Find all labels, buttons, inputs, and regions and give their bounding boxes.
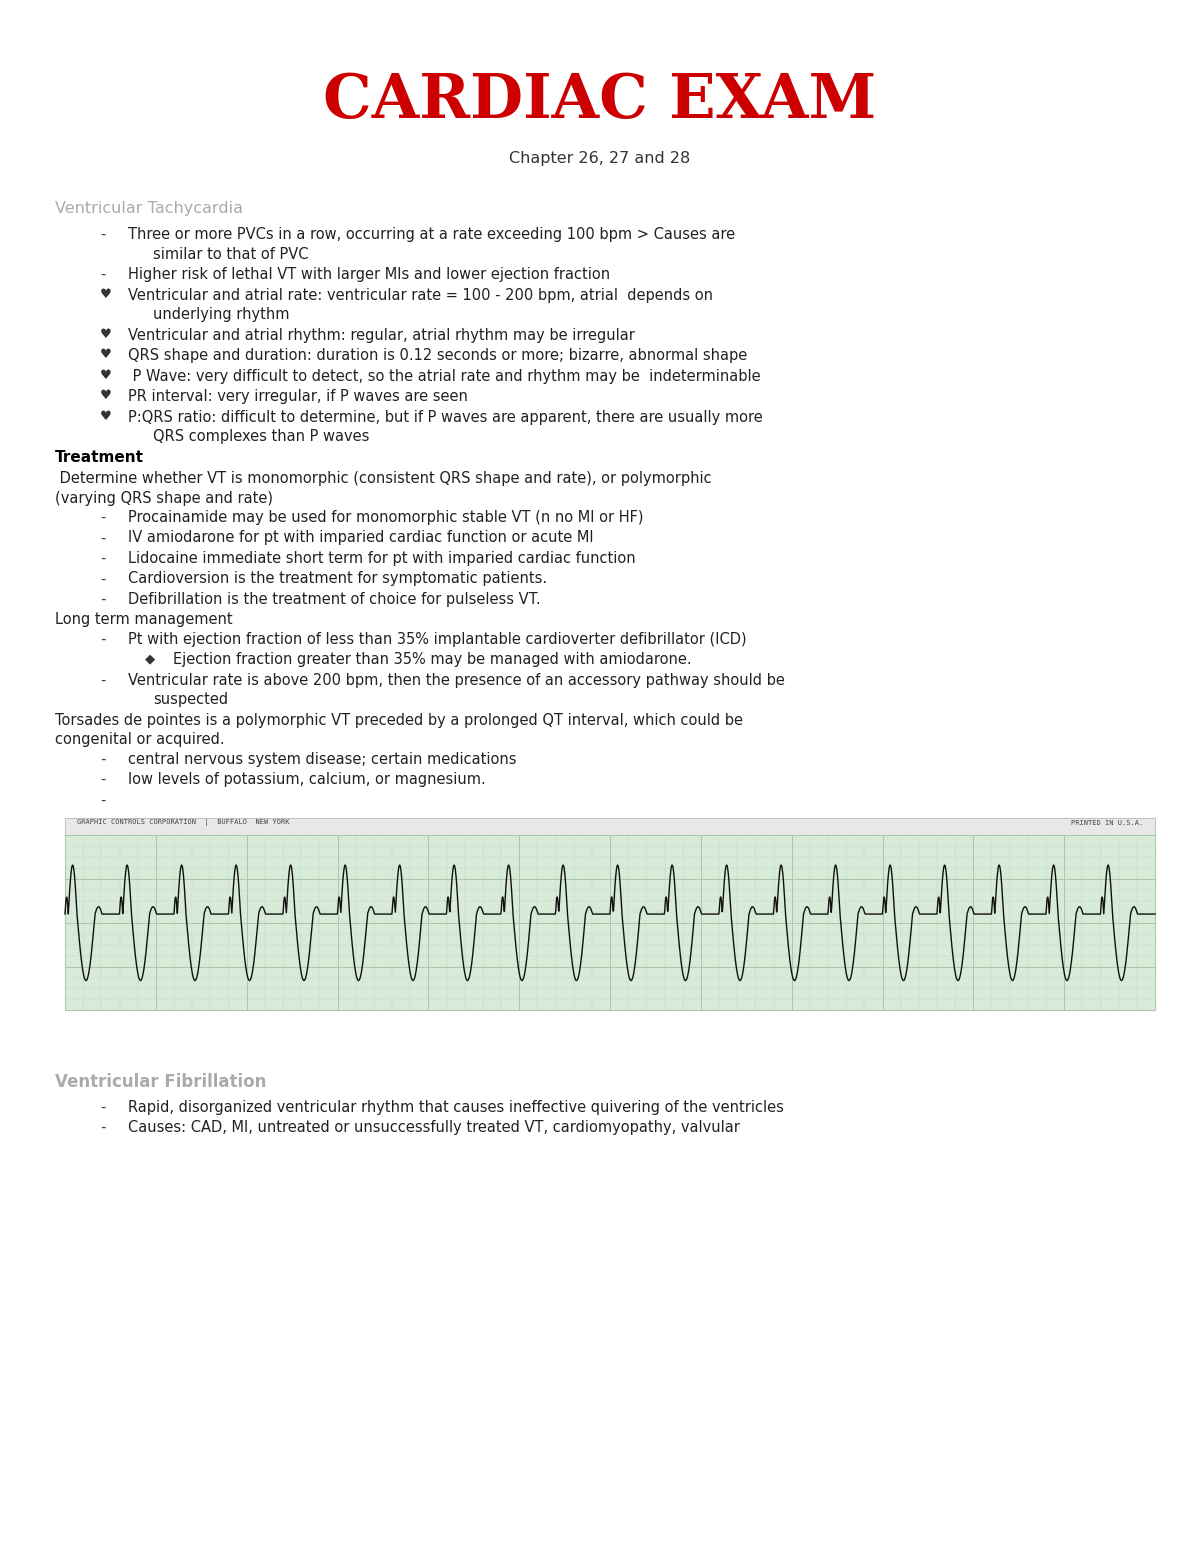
Text: Causes: CAD, MI, untreated or unsuccessfully treated VT, cardiomyopathy, valvula: Causes: CAD, MI, untreated or unsuccessf… <box>128 1120 740 1135</box>
Text: P:QRS ratio: difficult to determine, but if P waves are apparent, there are usua: P:QRS ratio: difficult to determine, but… <box>128 410 763 424</box>
Text: ♥: ♥ <box>100 368 112 382</box>
Text: Higher risk of lethal VT with larger MIs and lower ejection fraction: Higher risk of lethal VT with larger MIs… <box>128 267 610 283</box>
Text: Rapid, disorganized ventricular rhythm that causes ineffective quivering of the : Rapid, disorganized ventricular rhythm t… <box>128 1100 784 1115</box>
Text: central nervous system disease; certain medications: central nervous system disease; certain … <box>128 752 516 767</box>
Text: -: - <box>100 1100 106 1115</box>
Text: ♥: ♥ <box>100 328 112 340</box>
Bar <box>65 818 1154 1011</box>
Text: -: - <box>100 551 106 565</box>
Text: underlying rhythm: underlying rhythm <box>154 307 289 321</box>
Text: low levels of potassium, calcium, or magnesium.: low levels of potassium, calcium, or mag… <box>128 772 486 787</box>
Text: -: - <box>100 752 106 767</box>
Text: Determine whether VT is monomorphic (consistent QRS shape and rate), or polymorp: Determine whether VT is monomorphic (con… <box>55 471 712 486</box>
Text: -: - <box>100 632 106 648</box>
Text: CARDIAC EXAM: CARDIAC EXAM <box>323 71 877 130</box>
Text: GRAPHIC CONTROLS CORPORATION  |  BUFFALO  NEW YORK: GRAPHIC CONTROLS CORPORATION | BUFFALO N… <box>77 818 289 826</box>
Text: congenital or acquired.: congenital or acquired. <box>55 733 224 747</box>
Text: ◆: ◆ <box>145 652 155 665</box>
Text: similar to that of PVC: similar to that of PVC <box>154 247 308 262</box>
Text: -: - <box>100 672 106 688</box>
Text: suspected: suspected <box>154 693 228 707</box>
Text: QRS complexes than P waves: QRS complexes than P waves <box>154 429 370 444</box>
Text: Ventricular rate is above 200 bpm, then the presence of an accessory pathway sho: Ventricular rate is above 200 bpm, then … <box>128 672 785 688</box>
Text: QRS shape and duration: duration is 0.12 seconds or more; bizarre, abnormal shap: QRS shape and duration: duration is 0.12… <box>128 348 748 363</box>
Text: Ventricular Tachycardia: Ventricular Tachycardia <box>55 200 242 216</box>
Text: -: - <box>100 509 106 525</box>
Text: Ejection fraction greater than 35% may be managed with amiodarone.: Ejection fraction greater than 35% may b… <box>173 652 691 668</box>
Text: -: - <box>100 572 106 587</box>
Text: Long term management: Long term management <box>55 612 233 627</box>
Text: (varying QRS shape and rate): (varying QRS shape and rate) <box>55 491 274 506</box>
Text: ♥: ♥ <box>100 390 112 402</box>
Text: Ventricular Fibrillation: Ventricular Fibrillation <box>55 1073 266 1092</box>
Text: PR interval: very irregular, if P waves are seen: PR interval: very irregular, if P waves … <box>128 390 468 404</box>
Text: Cardioversion is the treatment for symptomatic patients.: Cardioversion is the treatment for sympt… <box>128 572 547 587</box>
Text: Treatment: Treatment <box>55 449 144 464</box>
Bar <box>65 818 1154 836</box>
Text: ♥: ♥ <box>100 410 112 422</box>
Text: -: - <box>100 792 106 808</box>
Text: PRINTED IN U.S.A.: PRINTED IN U.S.A. <box>1070 820 1144 826</box>
Text: Ventricular and atrial rhythm: regular, atrial rhythm may be irregular: Ventricular and atrial rhythm: regular, … <box>128 328 635 343</box>
Bar <box>65 836 1154 1011</box>
Text: -: - <box>100 227 106 242</box>
Text: Ventricular and atrial rate: ventricular rate = 100 - 200 bpm, atrial  depends o: Ventricular and atrial rate: ventricular… <box>128 287 713 303</box>
Text: Chapter 26, 27 and 28: Chapter 26, 27 and 28 <box>509 152 691 166</box>
Text: -: - <box>100 592 106 607</box>
Text: Three or more PVCs in a row, occurring at a rate exceeding 100 bpm > Causes are: Three or more PVCs in a row, occurring a… <box>128 227 736 242</box>
Text: ♥: ♥ <box>100 348 112 362</box>
Text: -: - <box>100 267 106 283</box>
Text: -: - <box>100 772 106 787</box>
Text: Torsades de pointes is a polymorphic VT preceded by a prolonged QT interval, whi: Torsades de pointes is a polymorphic VT … <box>55 713 743 728</box>
Text: ♥: ♥ <box>100 287 112 301</box>
Text: Lidocaine immediate short term for pt with imparied cardiac function: Lidocaine immediate short term for pt wi… <box>128 551 636 565</box>
Text: Pt with ejection fraction of less than 35% implantable cardioverter defibrillato: Pt with ejection fraction of less than 3… <box>128 632 746 648</box>
Text: -: - <box>100 531 106 545</box>
Text: IV amiodarone for pt with imparied cardiac function or acute MI: IV amiodarone for pt with imparied cardi… <box>128 531 594 545</box>
Text: Defibrillation is the treatment of choice for pulseless VT.: Defibrillation is the treatment of choic… <box>128 592 541 607</box>
Text: Procainamide may be used for monomorphic stable VT (n no MI or HF): Procainamide may be used for monomorphic… <box>128 509 643 525</box>
Text: -: - <box>100 1120 106 1135</box>
Text: P Wave: very difficult to detect, so the atrial rate and rhythm may be  indeterm: P Wave: very difficult to detect, so the… <box>128 368 761 384</box>
